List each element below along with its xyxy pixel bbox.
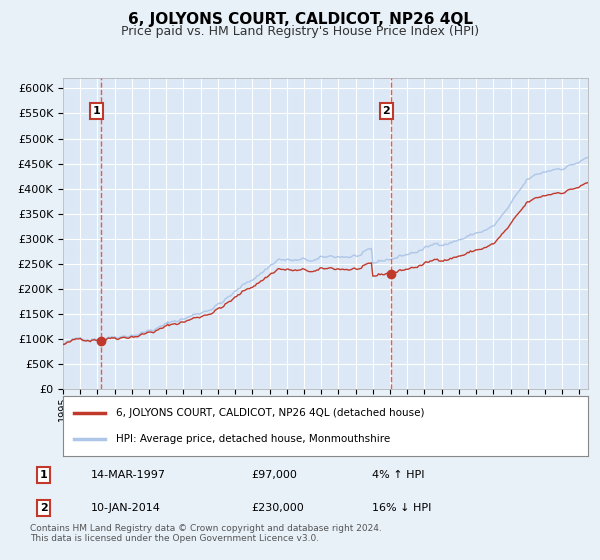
Text: 10-JAN-2014: 10-JAN-2014	[91, 503, 161, 513]
Text: 16% ↓ HPI: 16% ↓ HPI	[372, 503, 431, 513]
Text: £230,000: £230,000	[251, 503, 304, 513]
Text: 2: 2	[40, 503, 47, 513]
Text: 4% ↑ HPI: 4% ↑ HPI	[372, 470, 425, 480]
Text: HPI: Average price, detached house, Monmouthshire: HPI: Average price, detached house, Monm…	[115, 435, 390, 445]
Text: 1: 1	[92, 106, 100, 116]
Text: 1: 1	[40, 470, 47, 480]
Text: Contains HM Land Registry data © Crown copyright and database right 2024.
This d: Contains HM Land Registry data © Crown c…	[30, 524, 382, 543]
Text: Price paid vs. HM Land Registry's House Price Index (HPI): Price paid vs. HM Land Registry's House …	[121, 25, 479, 38]
Text: 6, JOLYONS COURT, CALDICOT, NP26 4QL (detached house): 6, JOLYONS COURT, CALDICOT, NP26 4QL (de…	[115, 408, 424, 418]
Text: 14-MAR-1997: 14-MAR-1997	[91, 470, 166, 480]
Text: £97,000: £97,000	[251, 470, 296, 480]
Text: 6, JOLYONS COURT, CALDICOT, NP26 4QL: 6, JOLYONS COURT, CALDICOT, NP26 4QL	[128, 12, 473, 27]
Text: 2: 2	[382, 106, 390, 116]
